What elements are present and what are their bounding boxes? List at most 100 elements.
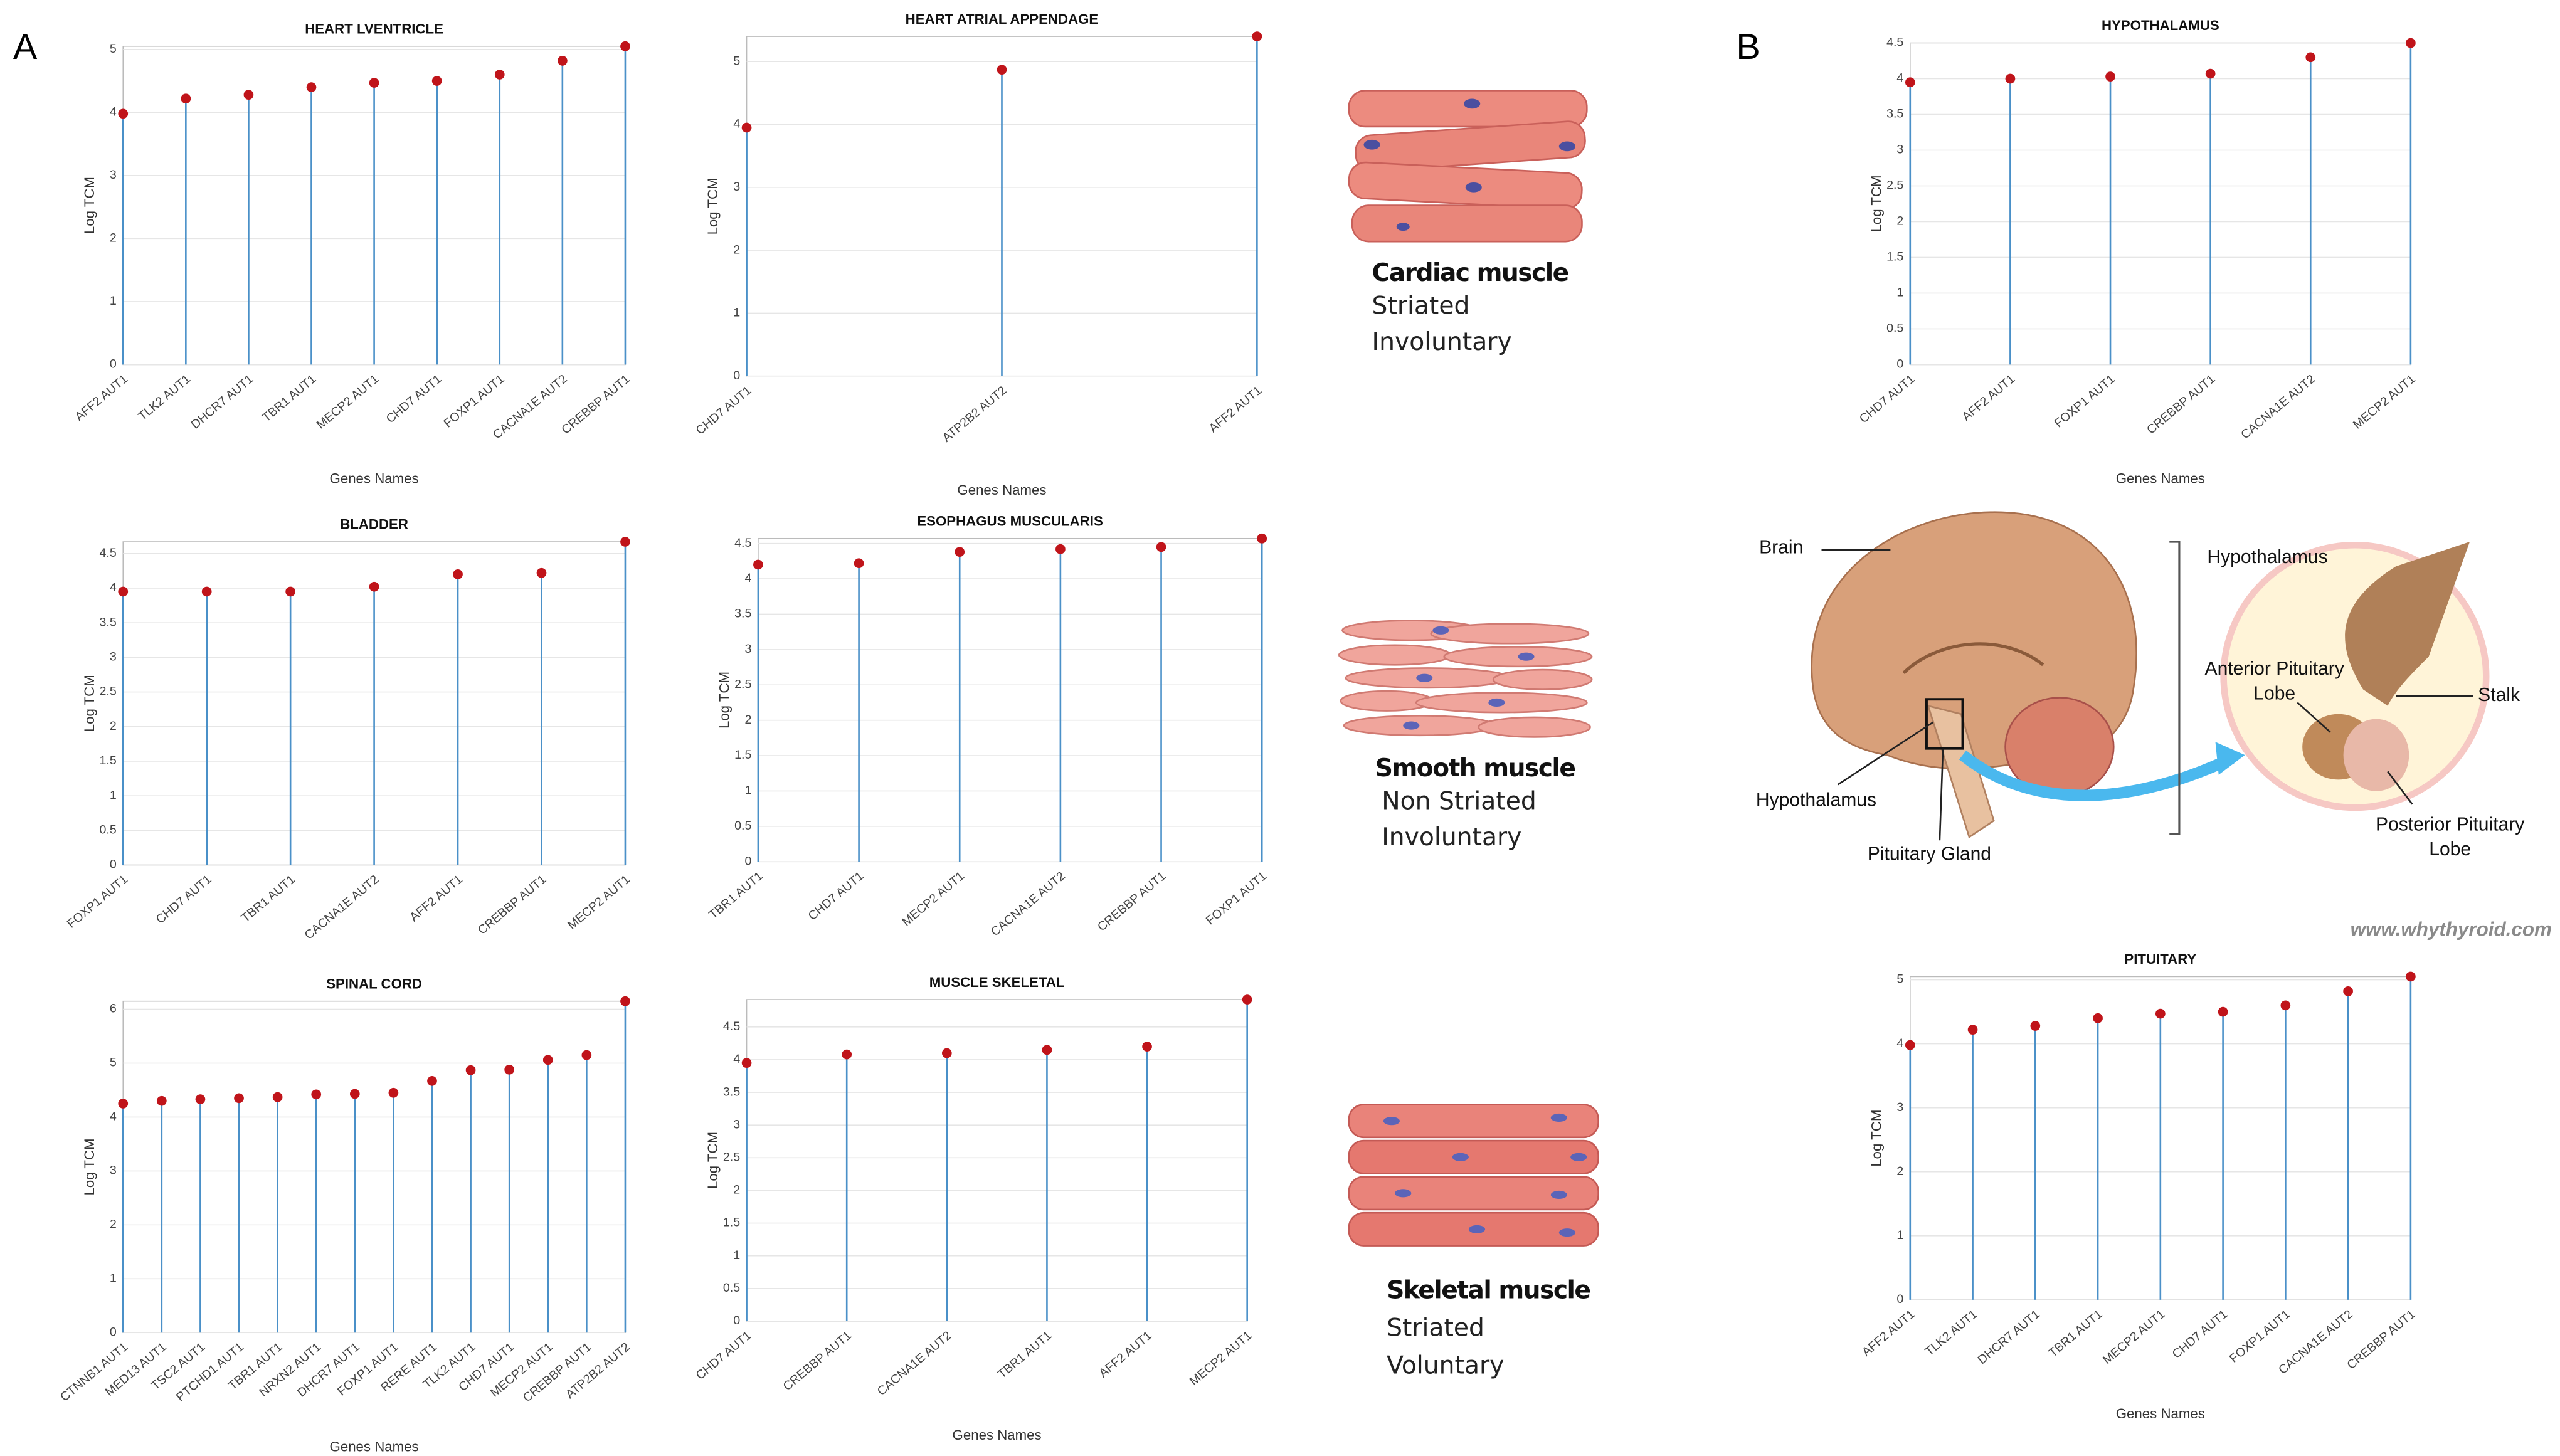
y-tick-label: 4.5 xyxy=(1886,36,1903,50)
y-tick-label: 4 xyxy=(733,1052,740,1066)
y-tick-label: 0.5 xyxy=(1886,322,1903,335)
diagram-label: Posterior Pituitary xyxy=(2376,815,2524,835)
y-axis-label: Log TCM xyxy=(82,177,97,234)
diagram-label: Brain xyxy=(1759,537,1803,557)
diagram-credit: www.whythyroid.com xyxy=(2351,918,2552,940)
y-tick-label: 1.5 xyxy=(100,754,117,768)
y-axis-label: Log TCM xyxy=(82,675,97,732)
diagram-label: Hypothalamus xyxy=(1756,789,1876,810)
y-tick-label: 0.5 xyxy=(723,1281,740,1295)
stem-marker xyxy=(118,586,129,597)
stem-marker xyxy=(234,1093,244,1104)
stem-marker xyxy=(536,567,547,578)
y-tick-label: 4 xyxy=(745,571,752,585)
y-tick-label: 4.5 xyxy=(100,546,117,560)
y-tick-label: 3 xyxy=(733,1117,740,1131)
stem-marker xyxy=(2093,1013,2103,1023)
y-tick-label: 3.5 xyxy=(723,1085,740,1099)
stem-marker xyxy=(2030,1021,2041,1031)
y-tick-label: 0 xyxy=(1896,1292,1903,1306)
y-tick-label: 3 xyxy=(110,168,117,182)
y-tick-label: 2 xyxy=(110,231,117,245)
diagram-label: Lobe xyxy=(2253,683,2295,704)
x-axis-label: Genes Names xyxy=(330,1438,419,1454)
stem-marker xyxy=(1142,1042,1152,1052)
illustration-title: Skeletal muscle xyxy=(1387,1276,1590,1304)
stem-marker xyxy=(620,41,630,51)
stem-marker xyxy=(1156,542,1166,552)
diagram-label: Lobe xyxy=(2429,839,2471,860)
plot-area xyxy=(122,1000,626,1334)
stem-marker xyxy=(369,581,379,592)
stem-marker xyxy=(349,1089,360,1099)
stem-marker xyxy=(1242,994,1252,1005)
y-tick-label: 2 xyxy=(1896,1164,1903,1178)
y-tick-label: 2 xyxy=(745,713,752,727)
y-tick-label: 4 xyxy=(1896,71,1903,85)
illustration-line: Involuntary xyxy=(1382,823,1521,852)
y-tick-label: 1.5 xyxy=(1886,250,1903,264)
y-tick-label: 4 xyxy=(110,1110,117,1124)
y-tick-label: 0.5 xyxy=(734,819,751,833)
y-tick-label: 3.5 xyxy=(100,615,117,629)
chart-title: HYPOTHALAMUS xyxy=(2102,18,2219,33)
stem-marker xyxy=(941,1048,952,1058)
diagram-label: Hypothalamus xyxy=(2207,547,2327,567)
y-tick-label: 4 xyxy=(110,581,117,594)
y-tick-label: 4 xyxy=(1896,1037,1903,1050)
plot-area xyxy=(758,537,1263,863)
y-tick-label: 2 xyxy=(110,1218,117,1232)
y-axis-label: Log TCM xyxy=(705,1132,721,1189)
stem-marker xyxy=(997,65,1007,75)
panel-label: A xyxy=(13,27,38,67)
stem-marker xyxy=(243,90,254,100)
stem-marker xyxy=(494,70,505,80)
y-tick-label: 4 xyxy=(110,105,117,119)
y-tick-label: 1 xyxy=(733,1248,740,1262)
stem-marker xyxy=(2406,38,2416,48)
y-tick-label: 5 xyxy=(733,54,740,68)
y-axis-label: Log TCM xyxy=(82,1138,97,1195)
stem-marker xyxy=(542,1055,553,1065)
y-tick-label: 3.5 xyxy=(734,607,751,621)
stem-marker xyxy=(195,1094,206,1104)
y-axis-label: Log TCM xyxy=(716,672,732,729)
chart-title: BLADDER xyxy=(340,517,408,532)
stem-marker xyxy=(311,1089,322,1100)
stem-marker xyxy=(1905,1040,1915,1050)
stem-marker xyxy=(118,108,129,119)
stem-marker xyxy=(388,1087,399,1098)
stem-marker xyxy=(955,547,965,557)
skeletal-illustration xyxy=(1348,1104,1599,1247)
stem-marker xyxy=(2218,1006,2228,1017)
brain-diagram xyxy=(1811,511,2490,841)
y-tick-label: 5 xyxy=(110,1056,117,1070)
y-tick-label: 1.5 xyxy=(734,748,751,762)
stem-marker xyxy=(2005,73,2016,84)
illustration-title: Cardiac muscle xyxy=(1372,259,1568,287)
y-tick-label: 5 xyxy=(1896,973,1903,986)
y-axis-label: Log TCM xyxy=(1868,175,1884,232)
stem-marker xyxy=(741,1058,752,1068)
y-tick-label: 1 xyxy=(1896,1228,1903,1242)
stem-marker xyxy=(156,1095,167,1106)
stem-marker xyxy=(2406,971,2416,982)
stem-marker xyxy=(2305,52,2316,63)
x-axis-label: Genes Names xyxy=(953,1427,1042,1443)
stem-marker xyxy=(118,1099,129,1109)
y-tick-label: 1 xyxy=(745,784,752,798)
plot-area xyxy=(1910,42,2411,366)
y-tick-label: 3 xyxy=(745,642,752,656)
y-tick-label: 2 xyxy=(733,243,740,256)
stem-marker xyxy=(427,1076,437,1086)
y-tick-label: 3 xyxy=(110,650,117,664)
y-tick-label: 1 xyxy=(110,788,117,802)
y-tick-label: 0 xyxy=(745,854,752,868)
y-tick-label: 4.5 xyxy=(734,536,751,550)
chart-title: HEART ATRIAL APPENDAGE xyxy=(906,11,1099,27)
stem-marker xyxy=(181,93,191,104)
stem-marker xyxy=(2205,68,2216,79)
chart-title: HEART LVENTRICLE xyxy=(305,21,443,36)
stem-marker xyxy=(2105,71,2115,82)
y-tick-label: 1 xyxy=(110,1271,117,1285)
